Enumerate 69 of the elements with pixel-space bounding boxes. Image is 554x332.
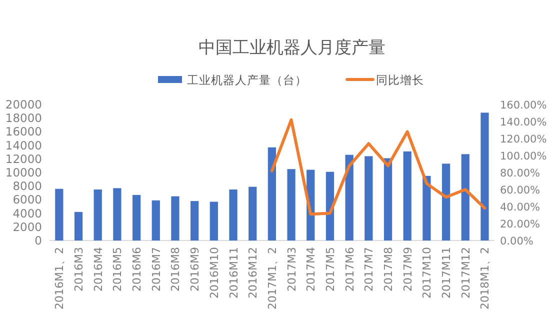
y2-tick-label: 160.00% [500,100,547,112]
y-tick-label: 4000 [12,206,42,220]
bar [210,202,218,240]
y-tick-label: 16000 [5,124,42,139]
y-tick-label: 18000 [5,111,42,126]
bar [268,147,276,240]
y-tick-label: 12000 [5,152,42,166]
y2-tick-label: 140.00% [500,116,547,128]
x-tick-label: 2016M3 [72,247,86,292]
x-tick-label: 2017M10 [420,247,434,298]
x-tick-label: 2016M12 [246,247,260,298]
line-series [270,118,486,216]
bar [152,200,160,240]
y-tick-label: 6000 [12,192,42,207]
x-tick-label: 2018M1、2 [478,247,492,310]
y-tick-label: 0 [34,234,42,248]
bar [345,154,354,240]
y2-tick-label: 80.00% [500,168,540,180]
x-tick-label: 2016M1、2 [53,247,66,310]
bar [132,194,141,240]
x-tick-label: 2017M11 [440,247,454,298]
bar [422,176,431,240]
bar [364,156,373,240]
bar [384,158,392,240]
bar [248,186,257,240]
y-tick-label: 10000 [5,166,42,180]
y2-tick-label: 40.00% [500,202,540,214]
x-tick-label: 2017M9 [401,247,414,292]
chart-title: 中国工业机器人月度产量 [198,38,386,58]
bar [461,154,470,240]
x-tick-label: 2017M6 [343,247,356,292]
y-tick-label: 20000 [5,98,42,112]
bar [74,212,83,240]
bar [403,151,412,240]
y-tick-label: 2000 [12,220,42,234]
bar [326,172,334,240]
y-tick-label: 14000 [5,138,42,152]
x-tick-label: 2016M8 [169,247,182,292]
bar [287,169,296,240]
x-tick-label: 2016M10 [208,247,221,298]
y2-tick-label: 20.00% [500,218,540,230]
x-tick-label: 2017M7 [362,247,376,292]
bar [229,190,238,240]
x-tick-label: 2017M4 [304,247,318,292]
y-tick-label: 8000 [12,179,42,194]
x-tick-label: 2016M11 [227,247,240,298]
bar [480,112,489,240]
x-tick-label: 2016M4 [92,247,105,292]
x-tick-label: 2016M7 [150,247,163,292]
x-tick-label: 2017M8 [382,247,396,292]
x-tick-label: 2017M5 [324,247,337,292]
bar [55,188,64,240]
x-tick-label: 2016M5 [111,247,124,292]
x-tick-label: 2017M1、2 [266,247,279,310]
x-tick-label: 2017M3 [285,247,298,292]
y2-tick-label: 100.00% [500,150,547,162]
y2-tick-label: 120.00% [500,134,547,146]
legend-label: 工业机器人产量（台） [187,73,307,87]
x-tick-label: 2016M6 [130,247,144,292]
y2-tick-label: 0.00% [500,236,534,248]
legend-label: 同比增长 [376,73,424,87]
x-tick-label: 2017M12 [459,247,472,298]
bar [113,188,122,240]
bar [94,190,102,240]
bar [442,164,450,240]
bar [190,201,199,240]
x-tick-label: 2016M9 [188,247,202,292]
y2-tick-label: 60.00% [500,184,540,196]
bar [171,196,180,240]
